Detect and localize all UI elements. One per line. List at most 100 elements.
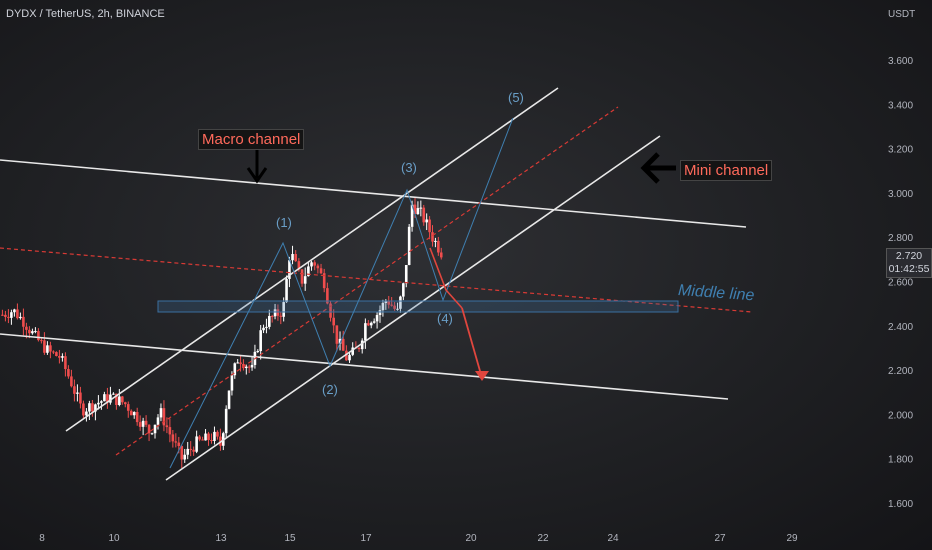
x-tick-label: 27 (714, 533, 726, 544)
candle-body (204, 433, 207, 441)
candle-body (28, 329, 31, 334)
y-tick-label: 2.600 (888, 278, 913, 289)
y-tick-label: 3.600 (888, 56, 913, 67)
candle-body (159, 408, 163, 418)
candle-body (265, 326, 268, 328)
candle-body (431, 232, 434, 242)
bar-countdown: 01:42:55 (888, 263, 930, 275)
candle-body (245, 366, 248, 369)
candle-body (268, 316, 271, 327)
candle-body (195, 436, 198, 452)
candle-body (316, 265, 320, 269)
x-axis: 8 10 13 15 17 20 22 24 27 29 (39, 533, 798, 544)
macro-channel-lower (0, 333, 729, 400)
candle-body (239, 362, 242, 364)
candle-body (390, 304, 393, 306)
candle-body (171, 434, 175, 442)
candle-body (210, 440, 213, 442)
candle-body (70, 376, 73, 387)
candle-body (291, 254, 294, 261)
mini-channel-lower (165, 135, 661, 481)
candle-body (297, 261, 301, 270)
candle-body (437, 240, 440, 253)
y-tick-label: 1.800 (888, 455, 913, 466)
y-tick-label: 3.200 (888, 145, 913, 156)
candle-body (97, 402, 100, 405)
candle-body (348, 354, 351, 361)
candle-body (144, 420, 148, 425)
candle-body (43, 340, 46, 353)
x-tick-label: 24 (607, 533, 619, 544)
candle-body (224, 408, 228, 434)
candle-body (439, 252, 443, 258)
candle-body (227, 390, 231, 409)
last-price-badge: 2.720 01:42:55 (886, 248, 932, 278)
candle-body (207, 433, 210, 441)
candle-body (118, 396, 121, 406)
candle-body (180, 446, 184, 460)
candle-body (76, 392, 79, 394)
candle-body (428, 219, 431, 233)
candle-body (230, 375, 234, 391)
candle-body (294, 254, 297, 262)
candle-body (162, 408, 166, 426)
candle-body (404, 264, 408, 284)
candle-body (338, 338, 342, 344)
candle-body (273, 309, 277, 317)
candle-body (360, 340, 364, 350)
candle-body (10, 312, 13, 318)
candle-body (399, 296, 402, 309)
mini-channel-label: Mini channel (680, 160, 773, 181)
candle-body (233, 363, 237, 376)
candle-body (186, 448, 190, 455)
candle-body (259, 330, 262, 351)
candle-body (402, 283, 405, 297)
candle-body (345, 350, 348, 361)
candle-body (165, 425, 169, 428)
candle-body (82, 403, 85, 416)
x-tick-label: 8 (39, 533, 45, 544)
candle-body (288, 260, 291, 279)
symbol-title: DYDX / TetherUS, 2h, BINANCE (6, 8, 165, 20)
x-tick-label: 17 (360, 533, 372, 544)
projection-arrowhead (475, 371, 489, 381)
y-tick-label: 2.800 (888, 233, 913, 244)
candle-body (303, 276, 307, 284)
candle-body (129, 410, 133, 416)
candle-body (16, 309, 19, 319)
candle-body (410, 204, 414, 227)
candle-body (64, 356, 67, 370)
macro-channel-label: Macro channel (198, 129, 305, 150)
candle-body (322, 273, 326, 289)
y-tick-label: 2.400 (888, 322, 913, 333)
candle-body (262, 327, 265, 331)
candle-body (434, 240, 437, 242)
candle-body (1, 314, 4, 316)
candle-body (94, 404, 97, 412)
candle-body (413, 204, 417, 215)
last-price: 2.720 (895, 250, 923, 262)
channel-lines (0, 87, 753, 481)
candle-body (357, 347, 361, 350)
candle-body (13, 309, 16, 313)
y-tick-label: 2.200 (888, 366, 913, 377)
candle-body (326, 288, 329, 304)
projection-arrow-down (461, 307, 483, 379)
candle-body (378, 310, 382, 316)
candle-body (393, 305, 396, 309)
candle-body (372, 321, 376, 323)
candle-body (416, 208, 420, 215)
x-tick-label: 22 (537, 533, 549, 544)
candle-body (177, 442, 181, 447)
y-tick-label: 3.000 (888, 189, 913, 200)
candle-body (419, 207, 423, 209)
candle-body (49, 345, 52, 352)
candle-body (112, 393, 115, 395)
candle-body (236, 362, 239, 364)
candle-body (183, 454, 187, 460)
candle-body (422, 207, 426, 223)
candle-body (213, 431, 216, 441)
candle-body (192, 449, 195, 452)
